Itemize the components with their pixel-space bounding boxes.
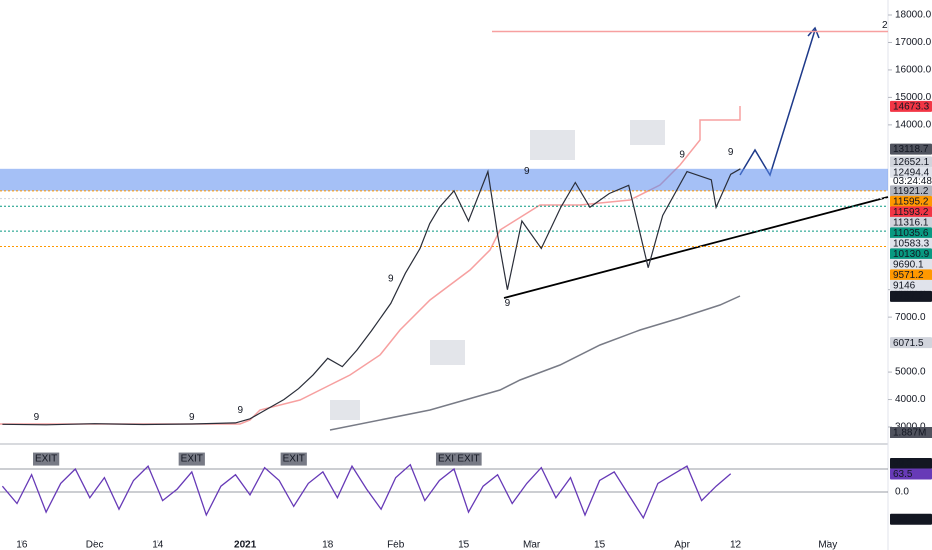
x-tick-label: 14 xyxy=(152,540,164,550)
price-label: 9690.1 xyxy=(893,260,924,271)
y-tick-label: 5000.0 xyxy=(895,367,926,378)
x-tick-label: Mar xyxy=(523,540,541,550)
price-label: 7757.2 xyxy=(893,291,924,302)
signal: 9 xyxy=(728,147,734,158)
price-line xyxy=(2,168,741,426)
oscillator-line xyxy=(1,463,732,520)
y-tick-label: 7000.0 xyxy=(895,312,926,323)
price-label-box xyxy=(890,468,932,480)
signal: EXIT xyxy=(35,454,57,465)
target-label: 2 xyxy=(882,20,888,31)
price-label-box xyxy=(890,258,932,270)
price-label: 9571.2 xyxy=(893,270,924,281)
price-label-box xyxy=(890,185,932,197)
x-tick-label: 2021 xyxy=(234,540,257,550)
price-label: 11595.2 xyxy=(893,197,929,208)
price-label: 13118.7 xyxy=(893,144,929,155)
x-tick-label: 16 xyxy=(16,540,28,550)
price-label-box xyxy=(890,337,932,349)
price-label: 12494.4 xyxy=(893,168,930,179)
x-tick-label: 15 xyxy=(458,540,470,550)
price-label: 11035.6 xyxy=(893,228,929,239)
price-label-box xyxy=(890,195,932,207)
signal: 9 xyxy=(238,405,244,416)
price-label: 63.5 xyxy=(893,469,913,480)
price-label-box xyxy=(890,143,932,155)
price-label: 11921.2 xyxy=(893,186,929,197)
price-label: 6071.5 xyxy=(893,338,924,349)
price-label-box xyxy=(890,513,932,525)
signal-box xyxy=(280,452,307,466)
price-label-box xyxy=(890,166,932,178)
box xyxy=(630,120,665,145)
signal: 9 xyxy=(388,273,394,284)
price-label: 9146 xyxy=(893,281,916,292)
box xyxy=(430,340,465,365)
signal: EXIT xyxy=(457,454,479,465)
signal-box xyxy=(33,452,60,466)
x-tick-label: Apr xyxy=(674,540,690,550)
signal: 9 xyxy=(679,150,685,161)
price-label: 10130.9 xyxy=(893,249,930,260)
signal: 9 xyxy=(505,298,511,309)
box xyxy=(530,130,575,160)
price-label: 11593.2 xyxy=(893,207,929,218)
price-label-box xyxy=(890,216,932,228)
y-tick-label: 16000.0 xyxy=(895,65,932,76)
x-tick-label: Dec xyxy=(86,540,104,550)
x-tick-label: Feb xyxy=(387,540,405,550)
signal: EXIT xyxy=(438,454,460,465)
y-tick-label: 18000.0 xyxy=(895,10,932,21)
trend-line xyxy=(503,196,889,299)
price-label-box xyxy=(890,248,932,260)
volume-label: 1.887M xyxy=(893,428,926,439)
price-label: 10583.3 xyxy=(893,239,930,250)
price-label: 14673.3 xyxy=(893,102,930,113)
drawings xyxy=(0,26,889,431)
price-label: 12652.1 xyxy=(893,157,930,168)
price-label-box xyxy=(890,227,932,239)
signal: 9 xyxy=(34,412,40,423)
price-label: 11316.1 xyxy=(893,218,929,229)
projection-arrow xyxy=(807,26,820,39)
price-label-box xyxy=(890,100,932,112)
countdown: 03:24:48 xyxy=(893,176,932,187)
signal: EXIT xyxy=(283,454,305,465)
x-tick-label: May xyxy=(818,540,837,550)
volume-label-box xyxy=(890,427,932,438)
signal: EXIT xyxy=(181,454,203,465)
price-label: 99.3 xyxy=(893,459,913,470)
stop-line xyxy=(0,106,741,425)
y-tick-label: 0.0 xyxy=(895,487,909,498)
price-label-box xyxy=(890,156,932,168)
signal-box xyxy=(455,452,482,466)
trail-line xyxy=(329,295,741,431)
box xyxy=(330,400,360,420)
price-label: -94.7 xyxy=(893,514,916,525)
price-label-box xyxy=(890,206,932,218)
x-tick-label: 12 xyxy=(730,540,742,550)
signal: 9 xyxy=(189,412,195,423)
price-label-box xyxy=(890,237,932,249)
projection xyxy=(739,29,816,177)
price-label-box xyxy=(890,290,932,302)
price-label-box xyxy=(890,457,932,469)
price-label-box xyxy=(890,269,932,281)
x-tick-label: 18 xyxy=(322,540,334,550)
y-tick-label: 14000.0 xyxy=(895,120,932,131)
price-label-box xyxy=(890,279,932,291)
y-tick-label: 17000.0 xyxy=(895,37,932,48)
signal-box xyxy=(178,452,205,466)
x-tick-label: 15 xyxy=(594,540,606,550)
y-tick-label: 15000.0 xyxy=(895,92,932,103)
signal: 9 xyxy=(524,166,530,177)
y-tick-label: 4000.0 xyxy=(895,394,926,405)
zone xyxy=(0,168,888,191)
